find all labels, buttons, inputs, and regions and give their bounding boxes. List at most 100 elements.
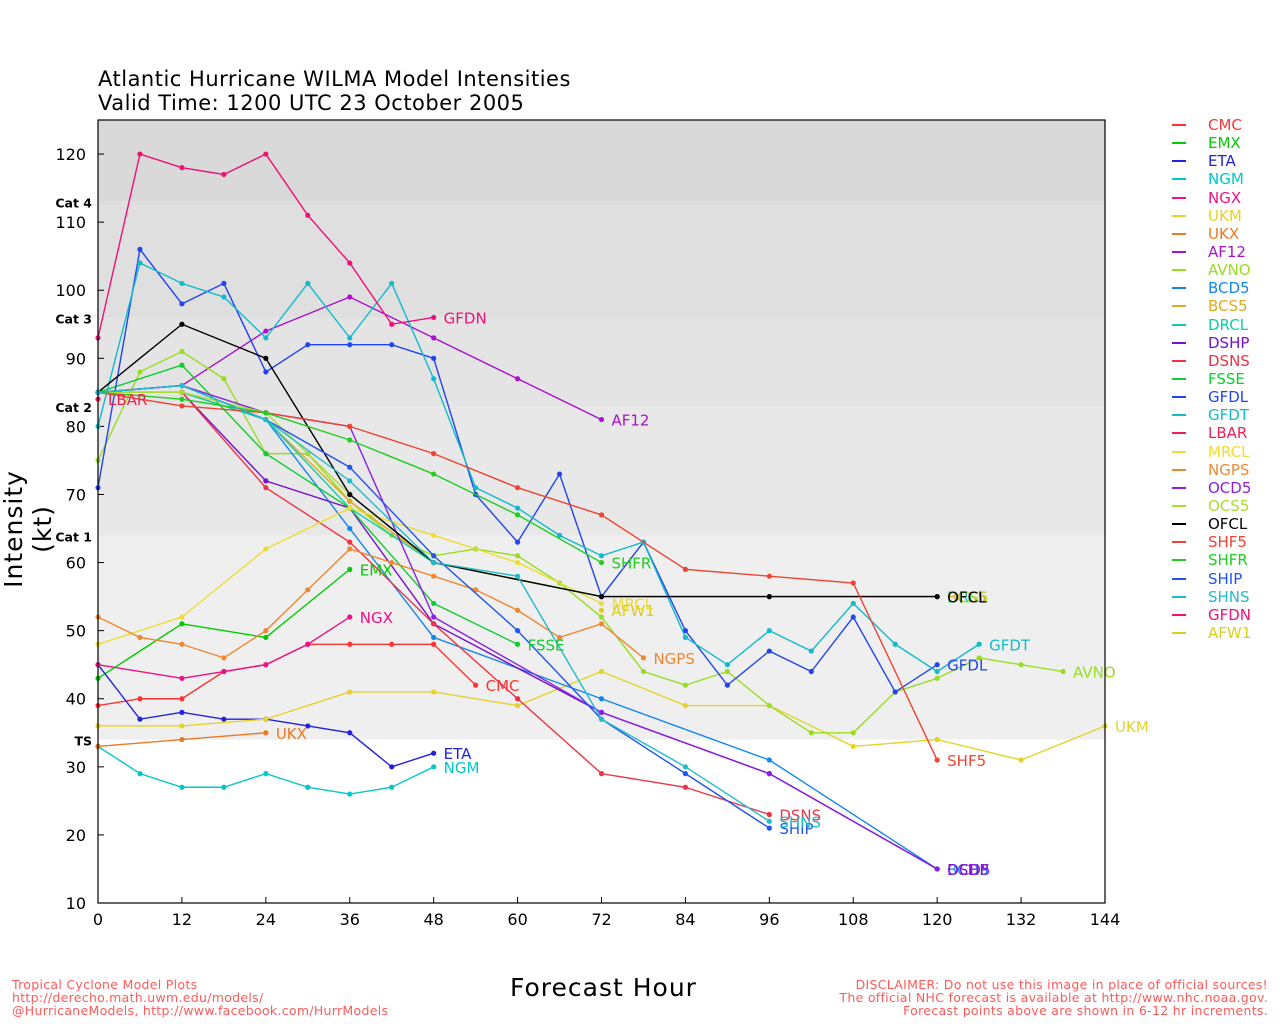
data-point-eta xyxy=(221,716,227,722)
band-label: Cat 4 xyxy=(55,196,92,211)
legend-item-bcs5: BCS5 xyxy=(1172,297,1251,315)
series-label-avno: AVNO xyxy=(1073,664,1116,682)
series-line-emx xyxy=(97,568,351,679)
data-point-ship xyxy=(682,771,689,777)
legend-item-shf5: SHF5 xyxy=(1172,533,1251,551)
data-point-gfdn xyxy=(137,151,143,157)
data-point-ngm xyxy=(389,784,395,790)
data-point-gfdt xyxy=(389,280,395,287)
data-point-avno xyxy=(1060,668,1066,675)
data-point-bcs5 xyxy=(347,498,353,504)
series-label-lbar: LBAR xyxy=(108,391,147,409)
legend-label: CMC xyxy=(1208,116,1242,135)
legend-item-afw1: AFW1 xyxy=(1172,624,1251,642)
data-point-avno xyxy=(640,668,647,675)
series-label-ocd5: OCD5 xyxy=(947,861,990,879)
data-point-mrcl xyxy=(263,546,269,552)
data-point-eta xyxy=(431,750,437,756)
data-point-shfr xyxy=(179,396,185,402)
data-point-emx xyxy=(347,566,353,572)
data-point-gfdt xyxy=(431,376,437,382)
data-point-ngps xyxy=(347,546,353,552)
series-line-fsse xyxy=(97,364,518,645)
data-point-ngm xyxy=(263,771,269,777)
data-point-ofcl xyxy=(598,594,605,600)
series-label-shns: SHNS xyxy=(779,813,821,831)
data-point-avno xyxy=(221,376,227,382)
data-point-af12 xyxy=(514,376,521,382)
legend-label: UKX xyxy=(1208,224,1240,243)
data-point-shf5 xyxy=(347,423,353,429)
legend-label: UKM xyxy=(1208,206,1242,225)
series-label-bcs5: BCS5 xyxy=(947,589,987,607)
footer-line: Forecast points above are shown in 6-12 … xyxy=(903,1003,1268,1018)
legend-label: DSHP xyxy=(1208,333,1250,352)
legend-item-ofcl: OFCL xyxy=(1172,515,1251,533)
legend-label: SHNS xyxy=(1208,587,1250,606)
legend-item-eta: ETA xyxy=(1172,152,1251,170)
legend-swatch xyxy=(1172,124,1186,127)
legend-swatch xyxy=(1172,232,1186,235)
footer-line: The official NHC forecast is available a… xyxy=(839,990,1268,1005)
data-point-avno xyxy=(598,614,605,620)
legend-label: NGM xyxy=(1208,170,1244,189)
series-label-mrcl: MRCL xyxy=(612,595,654,613)
data-point-ukm xyxy=(347,689,353,695)
y-tick-label: 30 xyxy=(66,758,86,777)
data-point-ukm xyxy=(179,723,185,729)
category-bands: TS Cat 1 Cat 2 Cat 3 Cat 4 xyxy=(55,120,1105,749)
data-point-ngps xyxy=(137,634,143,641)
legend-item-ocs5: OCS5 xyxy=(1172,497,1251,515)
data-point-shf5 xyxy=(179,403,185,409)
data-point-gfdt xyxy=(724,662,730,668)
x-tick-label: 24 xyxy=(256,910,276,929)
legend-swatch xyxy=(1172,523,1186,526)
data-point-avno xyxy=(1018,662,1024,668)
data-point-shf5 xyxy=(514,485,521,491)
data-point-shns xyxy=(431,559,437,566)
data-point-gfdn xyxy=(263,151,269,157)
data-point-shf5 xyxy=(850,580,856,586)
data-point-mrcl xyxy=(514,559,521,566)
data-point-shfr xyxy=(263,410,269,416)
legend-item-ukm: UKM xyxy=(1172,207,1251,225)
data-point-gfdt xyxy=(221,294,227,300)
x-tick-label: 120 xyxy=(922,910,953,929)
data-point-ofcl xyxy=(766,594,772,600)
data-point-af12 xyxy=(431,335,437,341)
data-point-ocd5 xyxy=(934,866,940,872)
footer-disclaimer: DISCLAIMER: Do not use this image in pla… xyxy=(839,978,1268,1017)
data-point-eta xyxy=(305,723,311,729)
legend-item-ngm: NGM xyxy=(1172,170,1251,188)
legend-swatch xyxy=(1172,396,1186,399)
legend-item-fsse: FSSE xyxy=(1172,370,1251,388)
data-point-ukm xyxy=(850,743,856,750)
data-point-ngps xyxy=(263,628,269,634)
legend-label: GFDN xyxy=(1208,605,1252,624)
legend-item-gfdl: GFDL xyxy=(1172,388,1251,406)
legend-swatch xyxy=(1172,486,1186,489)
data-point-shf5 xyxy=(598,512,605,518)
data-point-ngm xyxy=(347,791,353,797)
data-point-ukx xyxy=(179,736,185,743)
y-tick-label: 90 xyxy=(66,349,86,368)
data-point-fsse xyxy=(431,600,437,607)
data-point-shf5 xyxy=(934,757,940,763)
data-point-bcd5 xyxy=(598,696,605,702)
data-point-gfdt xyxy=(808,648,814,654)
legend-swatch xyxy=(1172,341,1186,344)
legend-swatch xyxy=(1172,505,1186,508)
legend-swatch xyxy=(1172,160,1186,163)
data-point-bcd5 xyxy=(347,525,353,532)
data-point-ukm xyxy=(431,689,437,695)
data-point-ship xyxy=(347,464,353,470)
data-point-afw1 xyxy=(598,607,605,613)
band-cat2 xyxy=(98,317,1105,406)
data-point-ngx xyxy=(305,641,311,647)
series-label-fsse: FSSE xyxy=(528,636,565,654)
data-point-ngm xyxy=(137,771,143,777)
data-point-shns xyxy=(347,478,353,484)
legend-item-mrcl: MRCL xyxy=(1172,443,1251,461)
legend-item-gfdt: GFDT xyxy=(1172,406,1251,424)
